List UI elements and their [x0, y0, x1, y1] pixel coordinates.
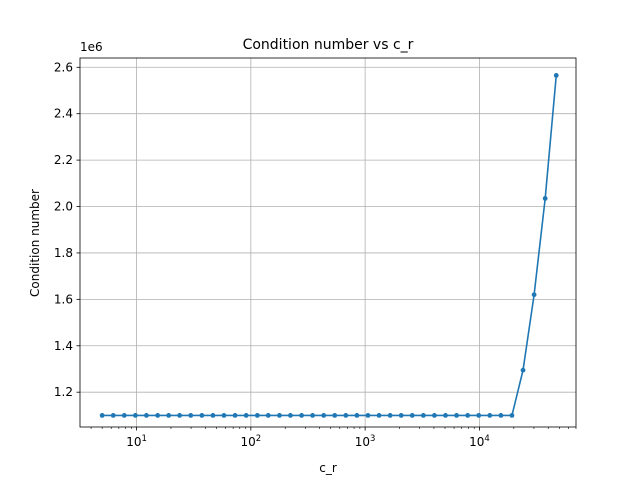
data-point [376, 412, 382, 418]
plot-frame [79, 57, 577, 428]
y-offset-label: 1e6 [80, 40, 103, 54]
data-point [542, 196, 548, 201]
data-point [476, 412, 482, 418]
data-point [520, 367, 526, 373]
data-point [387, 412, 393, 418]
series-layer [99, 73, 559, 418]
x-tick-label: 102 [240, 434, 261, 449]
data-point [531, 292, 537, 298]
data-point [299, 412, 304, 418]
y-tick-label: 2.2 [54, 153, 73, 167]
data-point [409, 412, 415, 418]
data-point [509, 412, 515, 418]
data-point [454, 412, 459, 418]
data-point [232, 412, 238, 418]
x-axis: 101 102 103 104 [90, 427, 577, 449]
data-point [199, 412, 205, 418]
data-point [321, 412, 327, 418]
y-tick-label: 1.2 [54, 385, 73, 399]
data-point [177, 412, 182, 418]
data-point [243, 412, 249, 418]
data-point [265, 412, 271, 418]
data-point [553, 73, 559, 78]
data-point [365, 412, 371, 418]
data-point [121, 412, 127, 418]
data-point [443, 412, 448, 418]
data-point [155, 412, 161, 418]
data-point [288, 412, 293, 418]
data-point [310, 412, 315, 418]
chart-title: Condition number vs c_r [243, 37, 414, 53]
data-point [99, 412, 105, 418]
data-point [166, 412, 172, 418]
data-point [221, 412, 227, 418]
grid-lines [80, 58, 576, 427]
y-tick-label: 2.6 [54, 60, 73, 74]
y-tick-label: 2.0 [54, 200, 73, 214]
y-tick-label: 1.4 [54, 339, 73, 353]
data-point [432, 412, 437, 418]
data-point [188, 412, 194, 418]
data-point [354, 412, 360, 418]
data-point [465, 412, 471, 418]
y-tick-label: 2.4 [54, 107, 73, 121]
data-point [498, 412, 504, 418]
data-point [332, 412, 338, 418]
x-tick-label: 104 [469, 434, 490, 449]
data-point [487, 412, 493, 418]
data-point [133, 412, 138, 418]
data-point [420, 412, 426, 418]
y-tick-label: 1.6 [54, 292, 73, 306]
data-point [277, 412, 282, 418]
data-point [254, 412, 260, 418]
data-point [144, 412, 149, 418]
data-point [398, 412, 404, 418]
data-point [210, 412, 216, 418]
y-axis: 1.2 1.4 1.6 1.8 2.0 2.2 2.4 2.6 [54, 60, 80, 399]
data-point [343, 412, 349, 418]
x-tick-label: 101 [126, 434, 147, 449]
x-axis-label: c_r [319, 461, 337, 475]
data-point [110, 412, 116, 418]
y-tick-label: 1.8 [54, 246, 73, 260]
x-tick-label: 103 [355, 434, 376, 449]
y-axis-label: Condition number [28, 189, 42, 297]
